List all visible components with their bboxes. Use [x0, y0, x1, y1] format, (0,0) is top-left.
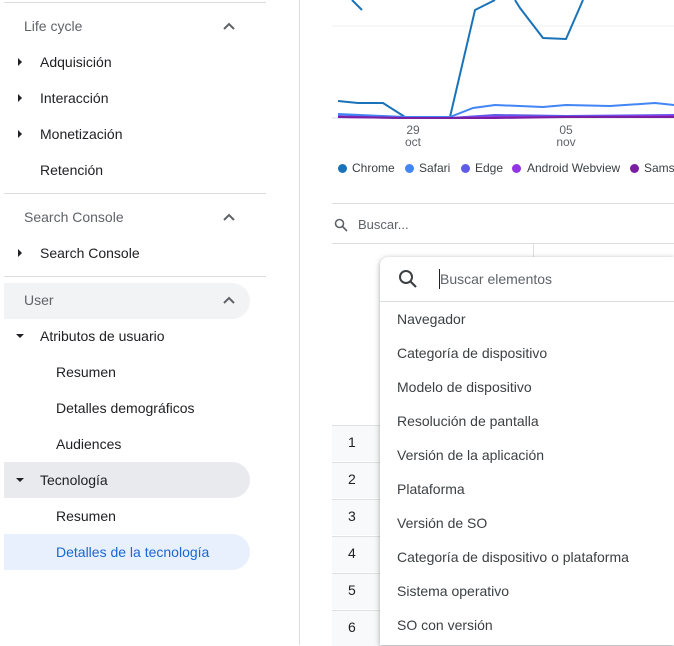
chrome-line	[351, 0, 363, 11]
nav-item[interactable]: Search Console	[40, 245, 140, 261]
dropdown-option[interactable]: Categoría de dispositivo o plataforma	[397, 549, 629, 565]
divider	[332, 243, 674, 244]
safari-line	[337, 101, 674, 118]
row-number: 3	[348, 508, 356, 524]
section-title[interactable]: User	[24, 292, 54, 308]
row-number: 5	[348, 582, 356, 598]
dropdown-option[interactable]: Categoría de dispositivo	[397, 345, 548, 361]
legend-dot	[338, 164, 347, 173]
item-selected	[4, 534, 250, 570]
chrome-line	[337, 0, 584, 118]
row-number: 4	[348, 545, 356, 561]
legend-dot	[405, 164, 414, 173]
section-title[interactable]: Life cycle	[24, 18, 83, 34]
search-icon	[334, 218, 348, 232]
expand-arrow[interactable]	[16, 130, 24, 138]
dropdown-option[interactable]: Resolución de pantalla	[397, 413, 539, 429]
collapse-arrow[interactable]	[16, 332, 24, 340]
dropdown-option[interactable]: Plataforma	[397, 481, 465, 497]
search-icon	[399, 270, 417, 288]
divider	[380, 301, 674, 302]
x-tick-label: oct	[405, 135, 422, 149]
dropdown-option[interactable]: Sistema operativo	[397, 583, 510, 599]
divider	[332, 203, 674, 204]
row-number: 1	[348, 434, 356, 450]
expand-arrow[interactable]	[16, 249, 24, 257]
nav-item[interactable]: Adquisición	[40, 54, 112, 70]
expand-arrow[interactable]	[16, 94, 24, 102]
dropdown-option[interactable]: Versión de la aplicación	[397, 447, 545, 463]
nav-subitem[interactable]: Detalles demográficos	[56, 400, 195, 416]
chevron-up[interactable]	[222, 212, 236, 222]
dropdown-option[interactable]: Modelo de dispositivo	[397, 379, 532, 395]
item-highlight	[4, 462, 250, 498]
x-tick-label: 29	[406, 123, 420, 137]
nav-subitem[interactable]: Audiences	[56, 436, 122, 452]
collapse-arrow[interactable]	[16, 476, 24, 484]
row-number: 6	[348, 619, 356, 635]
nav-item[interactable]: Atributos de usuario	[40, 328, 165, 344]
section-highlight	[4, 283, 250, 319]
line-chart: 29 oct 05 nov	[332, 0, 674, 149]
chevron-up[interactable]	[222, 21, 236, 31]
legend-dot	[512, 164, 521, 173]
dropdown-search[interactable]: Buscar elementos	[440, 271, 553, 287]
divider	[4, 193, 266, 194]
dropdown-option[interactable]: Versión de SO	[397, 515, 488, 531]
nav-item[interactable]: Monetización	[40, 126, 123, 142]
divider	[4, 276, 266, 277]
legend-entry[interactable]: Safari	[419, 161, 451, 175]
legend-entry[interactable]: Edge	[475, 161, 504, 175]
nav-subitem[interactable]: Detalles de la tecnología	[56, 544, 210, 560]
nav-subitem[interactable]: Resumen	[56, 364, 116, 380]
legend-entry[interactable]: Chrome	[352, 161, 395, 175]
text-cursor	[439, 269, 440, 289]
dropdown-option[interactable]: SO con versión	[397, 617, 493, 633]
nav-subitem[interactable]: Resumen	[56, 508, 116, 524]
dropdown-option[interactable]: Navegador	[397, 311, 466, 327]
sidebar: Life cycle Adquisición Interacción Monet…	[0, 0, 300, 645]
nav-item[interactable]: Tecnología	[40, 472, 108, 488]
row-number: 2	[348, 471, 356, 487]
section-title[interactable]: Search Console	[24, 209, 124, 225]
dimension-dropdown: Buscar elementos Navegador Categoría de d…	[380, 257, 674, 645]
legend-entry[interactable]: Android Webview	[527, 161, 621, 175]
divider	[4, 2, 266, 3]
legend-dot	[630, 164, 639, 173]
expand-arrow[interactable]	[16, 58, 24, 66]
legend-entry[interactable]: Sams	[644, 161, 674, 175]
legend-dot	[461, 164, 470, 173]
nav-item[interactable]: Interacción	[40, 90, 109, 106]
samsung-line	[337, 116, 674, 119]
table-search[interactable]: Buscar...	[358, 217, 409, 232]
x-tick-label: 05	[559, 123, 573, 137]
chevron-up[interactable]	[222, 295, 236, 305]
x-tick-label: nov	[556, 135, 575, 149]
nav-item[interactable]: Retención	[40, 162, 104, 178]
